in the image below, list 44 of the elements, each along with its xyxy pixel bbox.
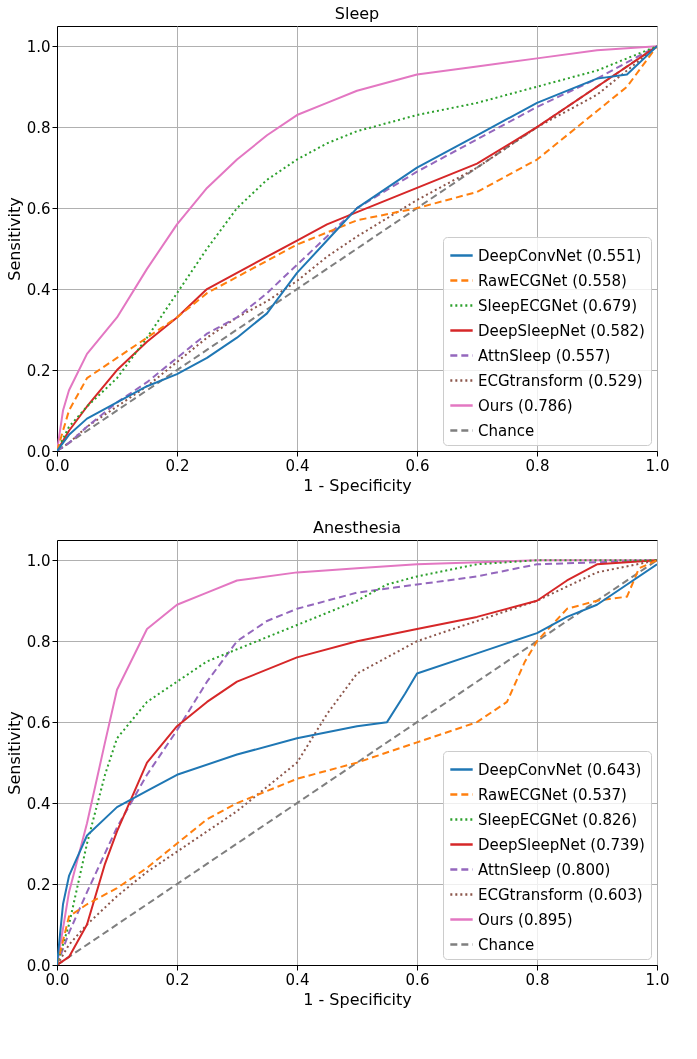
x-tick-label: 0.8 [525, 456, 550, 475]
legend-label: DeepConvNet (0.551) [478, 246, 642, 265]
x-axis-title: 1 - Specificity [303, 475, 412, 495]
legend-label: DeepSleepNet (0.582) [478, 321, 645, 340]
legend-label: AttnSleep (0.557) [478, 346, 611, 365]
x-tick-label: 0.8 [525, 970, 550, 989]
y-tick-label: 0.6 [26, 199, 51, 218]
y-tick-label: 1.0 [26, 37, 51, 56]
legend-label: SleepECGNet (0.826) [478, 810, 637, 829]
y-tick-label: 1.0 [26, 551, 51, 570]
y-tick-label: 0.8 [26, 118, 51, 137]
x-tick-label: 0.0 [45, 456, 70, 475]
chart-title: Anesthesia [312, 518, 402, 537]
x-tick-label: 0.4 [285, 970, 310, 989]
legend-label: Ours (0.786) [478, 396, 573, 415]
x-tick-label: 0.6 [405, 456, 430, 475]
y-tick-label: 0.4 [26, 280, 51, 299]
x-tick-label: 0.2 [165, 456, 190, 475]
x-tick-label: 0.4 [285, 456, 310, 475]
x-tick-label: 1.0 [645, 456, 670, 475]
y-axis-title: Sensitivity [4, 711, 24, 795]
legend-label: DeepConvNet (0.643) [478, 760, 642, 779]
legend-label: Chance [478, 935, 535, 954]
legend-label: RawECGNet (0.537) [478, 785, 627, 804]
chart-title: Sleep [334, 4, 380, 23]
x-tick-label: 0.2 [165, 970, 190, 989]
legend-label: ECGtransform (0.603) [478, 885, 643, 904]
x-tick-label: 0.0 [45, 970, 70, 989]
legend-label: SleepECGNet (0.679) [478, 296, 637, 315]
y-tick-label: 0.2 [26, 361, 51, 380]
legend-label: RawECGNet (0.558) [478, 271, 627, 290]
legend-label: Ours (0.895) [478, 910, 573, 929]
x-tick-label: 1.0 [645, 970, 670, 989]
y-tick-label: 0.2 [26, 875, 51, 894]
legend-label: ECGtransform (0.529) [478, 371, 643, 390]
y-axis-title: Sensitivity [4, 197, 24, 281]
legend-label: AttnSleep (0.800) [478, 860, 611, 879]
x-axis-title: 1 - Specificity [303, 989, 412, 1009]
legend-label: Chance [478, 421, 535, 440]
y-tick-label: 0.4 [26, 794, 51, 813]
y-tick-label: 0.8 [26, 632, 51, 651]
legend-label: DeepSleepNet (0.739) [478, 835, 645, 854]
y-tick-label: 0.6 [26, 713, 51, 732]
x-tick-label: 0.6 [405, 970, 430, 989]
